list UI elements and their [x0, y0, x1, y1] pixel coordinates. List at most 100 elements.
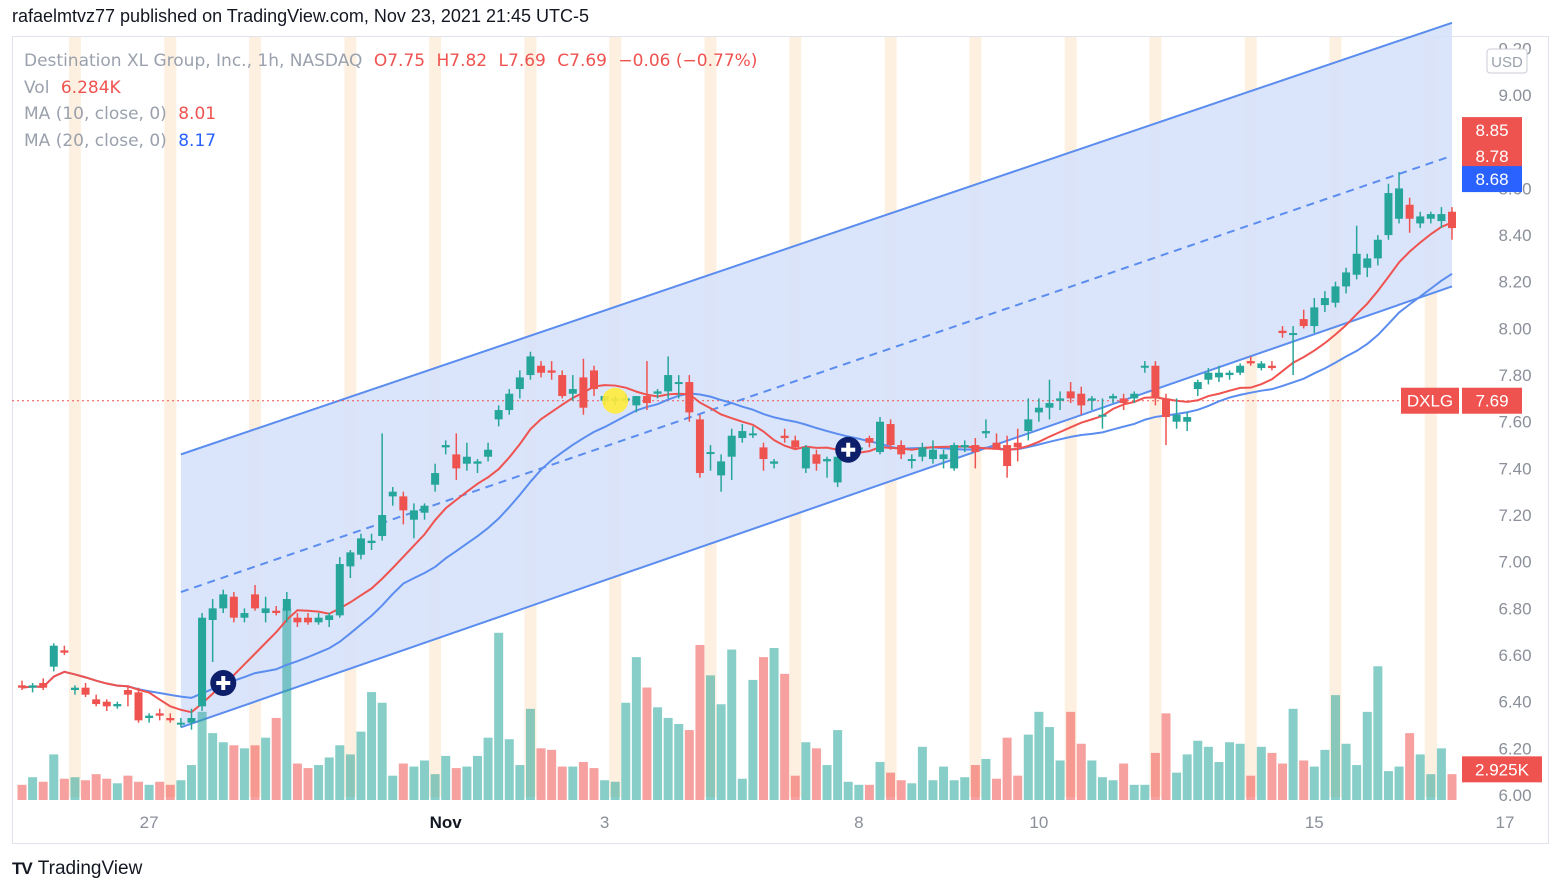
- volume-bar: [49, 754, 59, 800]
- volume-bar: [886, 772, 896, 800]
- candle: [431, 463, 440, 492]
- candle: [198, 613, 207, 712]
- volume-bar: [1013, 775, 1023, 800]
- candle: [981, 419, 990, 439]
- volume-bar: [515, 765, 525, 800]
- volume-bar: [377, 702, 387, 800]
- candle-body: [823, 459, 832, 462]
- candle: [526, 351, 535, 380]
- volume-bar: [631, 657, 641, 800]
- candle: [717, 454, 726, 492]
- candle: [928, 440, 937, 464]
- volume-bar: [568, 766, 578, 800]
- candle-body: [526, 356, 535, 376]
- price-axis-tick: 7.00: [1498, 553, 1531, 572]
- currency-box: [1486, 48, 1528, 74]
- candle: [515, 370, 524, 399]
- candle: [886, 419, 895, 450]
- candle: [1448, 207, 1456, 240]
- candle-body: [865, 438, 874, 443]
- candle: [812, 449, 821, 471]
- price-badge-label: 8.85: [1475, 121, 1508, 140]
- candle: [1140, 361, 1149, 373]
- candle-body: [1246, 361, 1255, 364]
- volume-bar: [1288, 708, 1298, 800]
- candle: [632, 396, 641, 413]
- currency-label: USD: [1491, 54, 1523, 71]
- candle: [39, 678, 48, 691]
- candle: [1151, 361, 1160, 406]
- candle-body: [441, 445, 450, 448]
- candle: [293, 613, 302, 628]
- candle-body: [92, 699, 101, 705]
- candle: [420, 503, 429, 520]
- candle-body: [1024, 419, 1033, 432]
- volume-bar: [727, 649, 737, 800]
- candle-body: [876, 421, 884, 453]
- candle-body: [251, 594, 260, 609]
- volume-bar: [1097, 777, 1107, 800]
- candle-body: [219, 594, 228, 609]
- candle: [1087, 396, 1096, 411]
- candle-body: [547, 370, 556, 373]
- candle-body: [1003, 445, 1012, 467]
- candle: [441, 440, 450, 455]
- candle-body: [537, 365, 546, 373]
- candle: [18, 680, 26, 691]
- candle: [558, 370, 567, 399]
- candle: [229, 592, 238, 623]
- candle-body: [801, 447, 810, 469]
- candle-body: [1183, 417, 1192, 422]
- candle: [378, 433, 387, 541]
- candle: [950, 442, 959, 471]
- legend-ma10-label: MA (10, close, 0): [24, 104, 167, 124]
- candle: [1352, 225, 1361, 280]
- legend-change: −0.06 (−0.77%): [618, 51, 758, 71]
- volume-bar: [102, 778, 112, 800]
- candle-body: [1214, 372, 1223, 378]
- candle-body: [1310, 307, 1319, 327]
- candle-body: [568, 389, 577, 394]
- candle: [462, 442, 471, 471]
- volume-bar: [1129, 784, 1139, 800]
- candle: [1034, 398, 1043, 422]
- candle-body: [123, 690, 132, 695]
- volume-bar: [949, 780, 959, 800]
- volume-bar: [1087, 760, 1097, 800]
- volume-bar: [981, 758, 991, 800]
- candle-body: [632, 396, 641, 406]
- cross-markers: [210, 387, 862, 697]
- candle: [325, 613, 334, 628]
- candle-body: [1384, 193, 1393, 236]
- candle: [208, 599, 217, 663]
- candle: [727, 428, 736, 481]
- candle-body: [18, 685, 26, 688]
- volume-bar: [388, 775, 398, 800]
- price-badge-box: [1462, 756, 1542, 783]
- footer-brand[interactable]: TradingView: [37, 858, 143, 879]
- volume-bar: [1023, 734, 1033, 800]
- legend-vol-value: 6.284K: [60, 77, 121, 98]
- candle: [1214, 365, 1223, 383]
- candle-body: [1416, 216, 1425, 224]
- candle: [123, 685, 132, 707]
- candle: [1236, 363, 1245, 376]
- candle-body: [1162, 398, 1170, 418]
- volume-bar: [356, 731, 366, 800]
- candle-body: [314, 617, 323, 623]
- volume-bar: [1172, 772, 1182, 800]
- time-axis-tick: 8: [854, 813, 863, 832]
- candle-body: [1140, 365, 1149, 368]
- candle: [568, 375, 577, 401]
- symbol-badge-box: [1401, 387, 1459, 414]
- candle-body: [282, 599, 291, 611]
- candle: [1109, 393, 1118, 404]
- candle: [1193, 379, 1202, 397]
- candle-body: [1066, 391, 1075, 399]
- candle: [918, 442, 927, 462]
- candle-body: [971, 445, 980, 453]
- volume-bar: [1182, 754, 1192, 800]
- volume-bar: [1309, 766, 1319, 800]
- candle: [579, 358, 588, 415]
